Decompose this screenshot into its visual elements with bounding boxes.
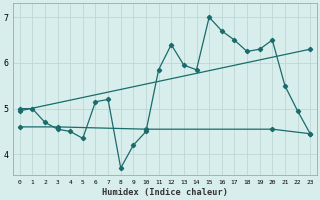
X-axis label: Humidex (Indice chaleur): Humidex (Indice chaleur): [102, 188, 228, 197]
